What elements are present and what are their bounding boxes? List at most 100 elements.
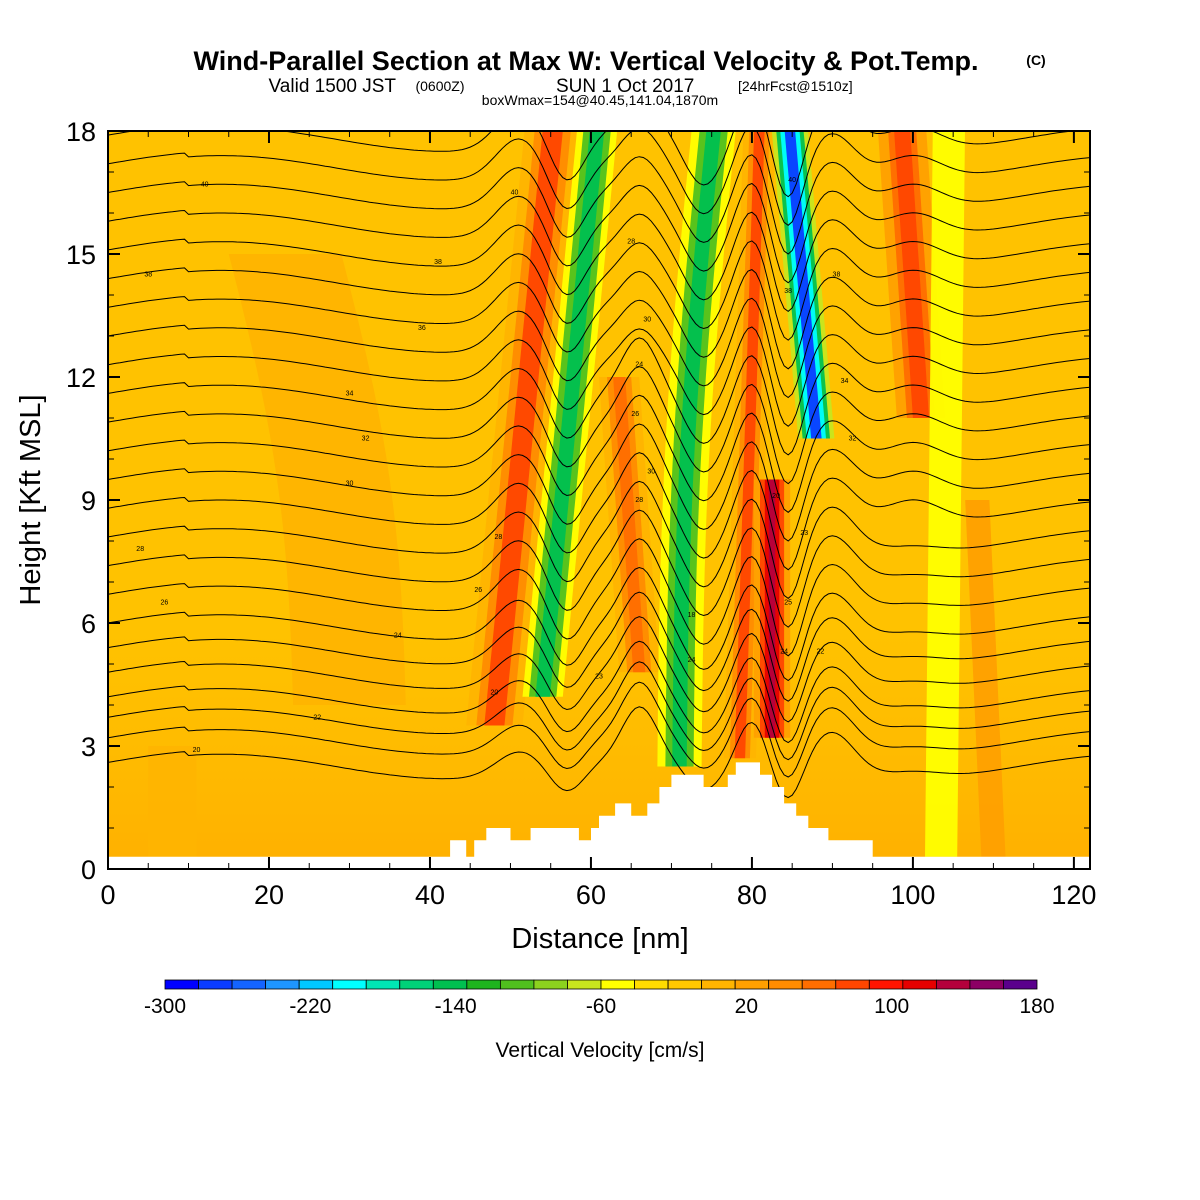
theta-contour-line: [108, 269, 1090, 370]
theta-contour-line: [108, 661, 1090, 761]
contour-label: 28: [627, 239, 635, 246]
theta-contour-line: [108, 509, 1090, 628]
colorbar-swatch: [969, 979, 1004, 990]
theta-contour-line: [108, 591, 1090, 702]
theta-contour-line: [108, 182, 1090, 284]
contour-label: 24: [394, 632, 402, 639]
velocity-band: [965, 500, 1006, 857]
updraft-band-max: [753, 479, 791, 738]
terrain: [108, 762, 1090, 869]
x-tick-label: 100: [890, 880, 935, 910]
copyright-mark: (C): [1026, 52, 1045, 68]
colorbar-swatch: [634, 979, 669, 990]
theta-contour-line: [108, 131, 1090, 226]
colorbar-swatch: [701, 979, 736, 990]
colorbar-swatch: [533, 979, 568, 990]
broad-weak-updraft: [228, 254, 406, 705]
contour-label: 32: [362, 436, 370, 443]
contour-label: 24: [780, 649, 788, 656]
colorbar-swatch: [466, 979, 501, 990]
low-updraft-right: [965, 500, 1006, 857]
chart-title-block: Wind-Parallel Section at Max W: Vertical…: [194, 46, 1046, 108]
updraft-band-2: [599, 377, 660, 673]
theta-contour-line: [108, 211, 1090, 313]
theta-contour-labels: 20 22 24 20 26 26 28 28 30 32 34 36 38 38 40 40 28 30 24 26…: [136, 177, 856, 754]
contour-label: 26: [631, 411, 639, 418]
contour-label: 23: [595, 673, 603, 680]
colorbar-swatch: [399, 979, 434, 990]
colorbar-swatch: [1003, 979, 1038, 990]
velocity-band: [613, 377, 646, 673]
x-tick-label: 20: [254, 880, 284, 910]
y-tick-label: 3: [81, 732, 96, 762]
colorbar-swatch: [902, 979, 937, 990]
x-tick-label: 80: [737, 880, 767, 910]
contour-label: 24: [635, 362, 643, 369]
colorbar-label: -60: [586, 995, 616, 1018]
y-tick-label: 9: [81, 486, 96, 516]
plot-area: 2022242026262828303234363838404028302426…: [66, 117, 1096, 910]
theta-contour-line: [108, 366, 1090, 485]
updraft-band-4: [878, 131, 946, 418]
contour-label: 32: [849, 436, 857, 443]
theta-contour-line: [108, 394, 1090, 513]
contour-label: 40: [201, 181, 209, 188]
y-axis-label: Height [Kft MSL]: [15, 394, 47, 605]
contour-label: 34: [841, 378, 849, 385]
colorbar-swatch: [667, 979, 703, 990]
colorbar-swatch: [600, 979, 635, 990]
y-tick-label: 12: [66, 363, 96, 393]
theta-contour-line: [108, 566, 1090, 682]
low-updraft-left: [148, 746, 197, 857]
theta-contours: [108, 131, 1090, 799]
theta-contour-line: [108, 154, 1090, 255]
contour-label: 25: [784, 600, 792, 607]
velocity-band: [228, 254, 406, 705]
contour-label: 28: [635, 497, 643, 504]
contour-label: 22: [816, 649, 824, 656]
colorbar-label: 180: [1019, 995, 1054, 1018]
x-axis-label: Distance [nm]: [511, 923, 688, 955]
colorbar: -300 -220 -140 -60 20 100 180: [144, 979, 1055, 1018]
colorbar-swatch: [198, 979, 233, 990]
velocity-band: [734, 131, 765, 759]
contour-label: 20: [490, 690, 498, 697]
y-tick-label: 15: [66, 240, 96, 270]
contour-label: 20: [193, 747, 201, 754]
colorbar-swatch: [835, 979, 870, 990]
box-wmax-info: boxWmax=154@40.45,141.04,1870m: [482, 92, 718, 108]
theta-contour-line: [108, 131, 1076, 198]
theta-contour-line: [108, 297, 1090, 399]
velocity-band: [768, 479, 776, 738]
contour-label: 18: [688, 612, 696, 619]
theta-contour-line: [108, 452, 1090, 571]
velocity-band: [148, 746, 197, 857]
contour-label: 38: [833, 272, 841, 279]
contour-label: 28: [494, 534, 502, 541]
theta-contour-line: [108, 240, 1090, 341]
colorbar-swatch: [499, 979, 535, 990]
theta-contour-line: [108, 423, 1090, 542]
contour-label: 23: [800, 530, 808, 537]
contour-label: 28: [136, 546, 144, 553]
velocity-band: [894, 131, 929, 418]
x-tick-label: 120: [1051, 880, 1096, 910]
contour-label: 38: [434, 259, 442, 266]
colorbar-title: Vertical Velocity [cm/s]: [496, 1039, 705, 1062]
theta-contour-line: [108, 337, 1090, 456]
theta-contour-line: [108, 640, 1090, 744]
velocity-band: [784, 131, 822, 439]
colorbar-label: -140: [435, 995, 477, 1018]
contour-label: 36: [418, 325, 426, 332]
y-tick-label: 0: [81, 855, 96, 885]
colorbar-swatch: [265, 979, 300, 990]
contour-label: 24: [688, 657, 696, 664]
theta-contour-line: [108, 706, 1090, 799]
contour-label: 40: [788, 177, 796, 184]
x-tick-label: 40: [415, 880, 445, 910]
colorbar-swatch: [567, 979, 602, 990]
contour-label: 30: [643, 317, 651, 324]
theta-contour-line: [108, 681, 1090, 778]
